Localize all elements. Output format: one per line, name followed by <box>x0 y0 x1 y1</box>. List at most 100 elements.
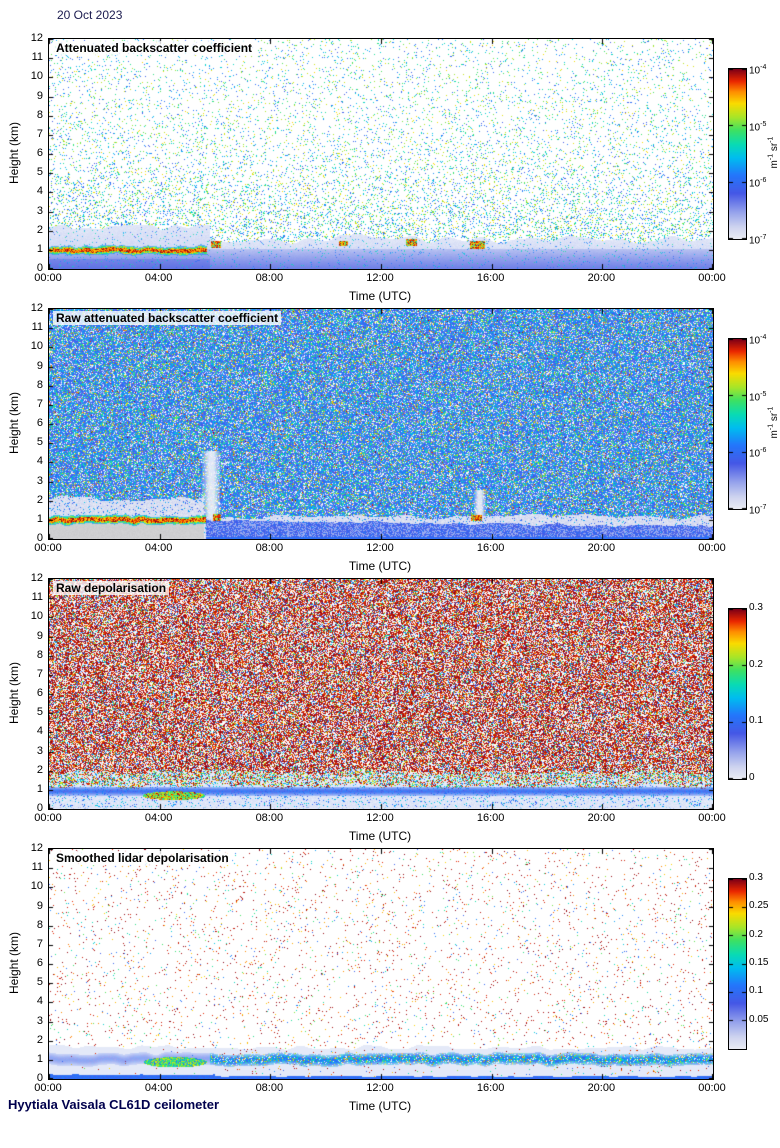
y-tick-label: 8 <box>13 919 43 932</box>
colorbar-canvas-smoothed-lidar-depolarisation <box>728 878 747 1050</box>
y-tick-label: 8 <box>13 109 43 122</box>
heatmap-canvas-raw-depolarisation <box>48 578 714 810</box>
panel-title-smoothed-lidar-depolarisation: Smoothed lidar depolarisation <box>53 851 232 865</box>
colorbar-tick-label: 0.3 <box>749 872 780 884</box>
y-tick-label: 10 <box>13 70 43 83</box>
heatmap-canvas-raw-attenuated-backscatter <box>48 308 714 540</box>
ceilometer-figure: 20 Oct 2023 Attenuated backscatter coeff… <box>0 0 780 1120</box>
y-tick-label: 6 <box>13 417 43 430</box>
x-tick-label: 16:00 <box>468 812 514 825</box>
y-tick-label: 11 <box>13 321 43 334</box>
colorbar-tick-label: 10-7 <box>749 232 780 247</box>
x-tick-label: 00:00 <box>25 1082 71 1095</box>
y-tick-label: 10 <box>13 610 43 623</box>
y-tick-label: 2 <box>13 494 43 507</box>
panel-title-raw-depolarisation: Raw depolarisation <box>53 581 169 595</box>
x-tick-label: 12:00 <box>357 272 403 285</box>
y-tick-label: 1 <box>13 1053 43 1066</box>
y-tick-label: 4 <box>13 455 43 468</box>
y-tick-label: 1 <box>13 783 43 796</box>
y-tick-label: 7 <box>13 398 43 411</box>
y-tick-label: 9 <box>13 900 43 913</box>
panel-title-raw-attenuated-backscatter: Raw attenuated backscatter coefficient <box>53 311 281 325</box>
y-tick-label: 7 <box>13 668 43 681</box>
y-tick-label: 5 <box>13 706 43 719</box>
y-tick-label: 3 <box>13 745 43 758</box>
x-tick-label: 16:00 <box>468 272 514 285</box>
colorbar-units-label: m-1 sr-1 <box>768 113 780 193</box>
x-tick-label: 16:00 <box>468 542 514 555</box>
colorbar-tick-label: 0.2 <box>749 929 780 941</box>
y-tick-label: 2 <box>13 764 43 777</box>
colorbar-tick-label: 10-4 <box>749 332 780 347</box>
y-tick-label: 1 <box>13 513 43 526</box>
y-tick-label: 9 <box>13 630 43 643</box>
x-tick-label: 20:00 <box>578 1082 624 1095</box>
y-tick-label: 11 <box>13 51 43 64</box>
x-tick-label: 00:00 <box>25 542 71 555</box>
heatmap-canvas-attenuated-backscatter <box>48 38 714 270</box>
x-tick-label: 20:00 <box>578 272 624 285</box>
y-tick-label: 9 <box>13 360 43 373</box>
y-tick-label: 6 <box>13 687 43 700</box>
x-tick-label: 20:00 <box>578 812 624 825</box>
y-tick-label: 12 <box>13 572 43 585</box>
x-tick-label: 08:00 <box>246 1082 292 1095</box>
y-tick-label: 6 <box>13 147 43 160</box>
x-tick-label: 12:00 <box>357 1082 403 1095</box>
y-tick-label: 10 <box>13 880 43 893</box>
colorbar-tick-label: 0.1 <box>749 985 780 997</box>
colorbar-canvas-raw-depolarisation <box>728 608 747 780</box>
x-tick-label: 04:00 <box>136 272 182 285</box>
y-tick-label: 12 <box>13 32 43 45</box>
y-tick-label: 11 <box>13 861 43 874</box>
y-tick-label: 2 <box>13 1034 43 1047</box>
x-tick-label: 08:00 <box>246 542 292 555</box>
y-tick-label: 1 <box>13 243 43 256</box>
colorbar-tick-label: 10-7 <box>749 502 780 517</box>
y-tick-label: 5 <box>13 976 43 989</box>
instrument-footer-label: Hyytiala Vaisala CL61D ceilometer <box>8 1097 219 1112</box>
y-tick-label: 3 <box>13 1015 43 1028</box>
y-tick-label: 8 <box>13 649 43 662</box>
colorbar-units-label: m-1 sr-1 <box>768 383 780 463</box>
y-tick-label: 9 <box>13 90 43 103</box>
y-tick-label: 2 <box>13 224 43 237</box>
y-tick-label: 4 <box>13 725 43 738</box>
x-tick-label: 12:00 <box>357 542 403 555</box>
y-tick-label: 3 <box>13 205 43 218</box>
x-tick-label: 00:00 <box>689 272 735 285</box>
x-tick-label: 00:00 <box>25 272 71 285</box>
y-tick-label: 11 <box>13 591 43 604</box>
y-tick-label: 8 <box>13 379 43 392</box>
x-axis-label: Time (UTC) <box>310 1099 450 1113</box>
y-tick-label: 4 <box>13 995 43 1008</box>
y-tick-label: 3 <box>13 475 43 488</box>
colorbar-tick-label: 0.25 <box>749 900 780 912</box>
x-tick-label: 00:00 <box>689 1082 735 1095</box>
x-tick-label: 12:00 <box>357 812 403 825</box>
y-tick-label: 5 <box>13 436 43 449</box>
x-tick-label: 04:00 <box>136 812 182 825</box>
y-tick-label: 7 <box>13 938 43 951</box>
colorbar-tick-label: 0.1 <box>749 715 780 727</box>
x-axis-label: Time (UTC) <box>310 289 450 303</box>
colorbar-tick-label: 0 <box>749 772 780 784</box>
colorbar-canvas-attenuated-backscatter <box>728 68 747 240</box>
y-tick-label: 6 <box>13 957 43 970</box>
x-tick-label: 00:00 <box>25 812 71 825</box>
y-tick-label: 7 <box>13 128 43 141</box>
heatmap-canvas-smoothed-lidar-depolarisation <box>48 848 714 1080</box>
x-tick-label: 04:00 <box>136 1082 182 1095</box>
colorbar-canvas-raw-attenuated-backscatter <box>728 338 747 510</box>
x-tick-label: 00:00 <box>689 812 735 825</box>
x-tick-label: 16:00 <box>468 1082 514 1095</box>
y-tick-label: 12 <box>13 302 43 315</box>
x-axis-label: Time (UTC) <box>310 559 450 573</box>
y-tick-label: 4 <box>13 185 43 198</box>
x-tick-label: 20:00 <box>578 542 624 555</box>
date-label: 20 Oct 2023 <box>57 8 122 22</box>
x-tick-label: 04:00 <box>136 542 182 555</box>
